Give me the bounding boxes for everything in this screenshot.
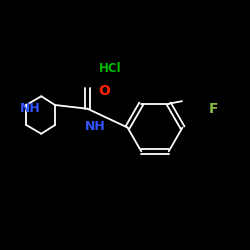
Text: O: O <box>98 84 110 98</box>
Text: F: F <box>209 102 218 116</box>
Text: NH: NH <box>20 102 40 115</box>
Text: NH: NH <box>84 120 105 133</box>
Text: HCl: HCl <box>99 62 121 75</box>
